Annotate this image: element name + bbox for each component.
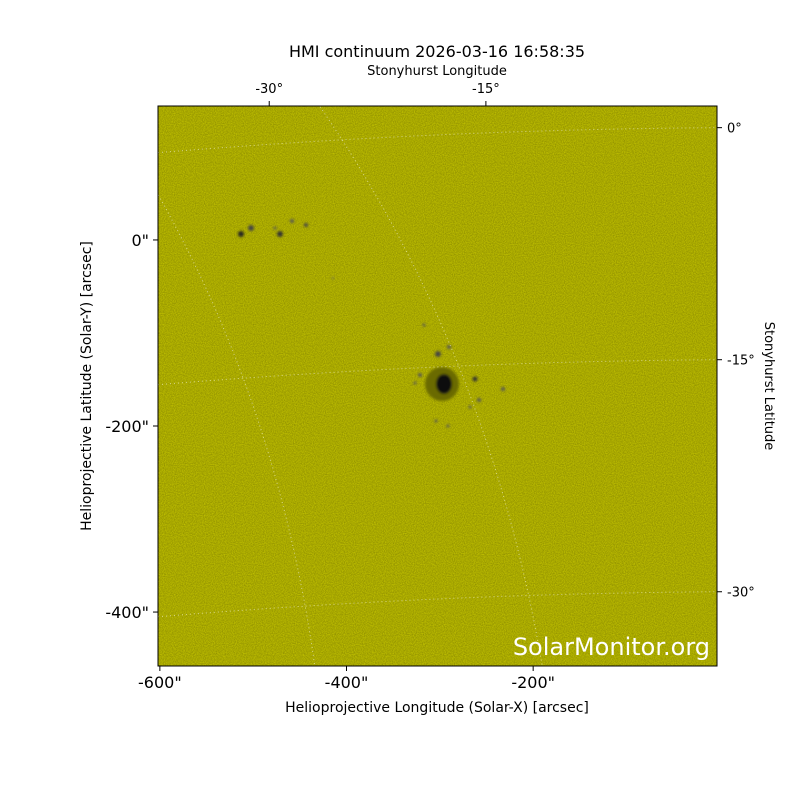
y-tick-label: -200": [105, 417, 149, 436]
x-axis-label: Helioprojective Longitude (Solar-X) [arc…: [285, 700, 589, 716]
chart-title: HMI continuum 2026-03-16 16:58:35: [289, 42, 585, 61]
grid: [158, 106, 717, 666]
y2-tick-label: -30°: [727, 586, 755, 601]
x-tick-label: -600": [138, 673, 182, 692]
watermark: SolarMonitor.org: [513, 633, 710, 661]
y2-axis-label: Stonyhurst Latitude: [761, 322, 776, 451]
grid-line: [158, 591, 717, 618]
x2-axis-label: Stonyhurst Longitude: [367, 64, 507, 79]
axes-frame: [157, 105, 718, 667]
grid-line: [158, 193, 316, 666]
image-area: [158, 106, 717, 666]
grid-line: [318, 106, 543, 666]
grid-line: [158, 127, 717, 154]
x-tick-label: -400": [325, 673, 369, 692]
grid-line: [158, 359, 717, 386]
y2-tick-label: 0°: [727, 122, 742, 137]
y-tick-label: 0": [131, 231, 149, 250]
sunspots: [238, 219, 505, 428]
y-axis-label: Helioprojective Latitude (Solar-Y) [arcs…: [79, 241, 95, 531]
y-tick-label: -400": [105, 603, 149, 622]
y2-tick-label: -15°: [727, 354, 755, 369]
x2-tick-label: -30°: [255, 82, 283, 97]
x-tick-label: -200": [511, 673, 555, 692]
x2-tick-label: -15°: [472, 82, 500, 97]
